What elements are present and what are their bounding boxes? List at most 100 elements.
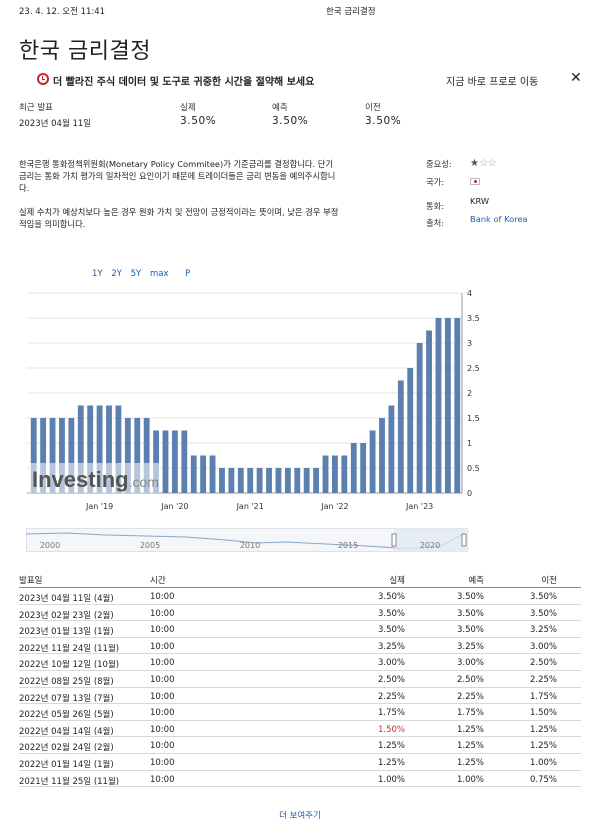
row-actual: 3.50% xyxy=(377,592,405,602)
chart-bar xyxy=(256,468,263,493)
chart-bar xyxy=(416,343,423,493)
chart-bar xyxy=(294,468,301,493)
description-paragraph: 한국은행 통화정책위원회(Monetary Policy Commitee)가 … xyxy=(19,159,336,193)
row-actual: 1.25% xyxy=(377,741,405,752)
row-actual: 1.50% xyxy=(377,724,405,735)
row-time: 10:00 xyxy=(150,674,175,685)
row-forecast: 3.50% xyxy=(456,625,484,636)
go-pro-link[interactable]: 지금 바로 프로로 이동 xyxy=(446,77,539,88)
navigator-year-label: 2005 xyxy=(140,541,160,550)
chart-bar xyxy=(30,418,37,493)
chart-bar xyxy=(228,468,235,493)
chart-bar xyxy=(171,430,178,493)
row-forecast: 2.50% xyxy=(456,674,484,685)
country-label: 국가: xyxy=(426,177,445,187)
y-tick-label: 1 xyxy=(467,439,472,448)
importance-label: 중요성: xyxy=(426,159,452,169)
table-row: 2022년 10월 12일 (10월) 10:00 3.00% 3.00% 2.50% xyxy=(19,654,581,671)
page-title: 한국 금리결정 xyxy=(19,39,151,64)
row-forecast: 1.75% xyxy=(456,708,484,719)
watermark-text: Investing.com xyxy=(32,467,159,492)
range-2y[interactable]: 2Y xyxy=(111,269,122,279)
row-date: 2022년 02월 24일 (2월) xyxy=(19,743,114,754)
navigator-right-handle xyxy=(461,533,467,547)
chart-bar xyxy=(350,443,357,493)
row-time: 10:00 xyxy=(150,724,175,735)
chart-bar xyxy=(435,318,442,493)
row-forecast: 3.25% xyxy=(456,641,484,652)
table-header: 발표일 시간 실제 예측 이전 xyxy=(19,572,581,588)
row-date: 2022년 07월 13일 (7월) xyxy=(19,693,114,704)
alarm-clock-icon xyxy=(37,73,49,85)
header-time: 시간 xyxy=(150,576,166,586)
history-table: 발표일 시간 실제 예측 이전 2023년 04월 11일 (4월) 10:00 3… xyxy=(19,572,581,788)
row-previous: 3.00% xyxy=(529,641,557,652)
range-1y[interactable]: 1Y xyxy=(92,269,103,279)
row-date: 2023년 01월 13일 (1월) xyxy=(19,627,114,638)
row-forecast: 1.25% xyxy=(456,741,484,752)
row-forecast: 3.50% xyxy=(456,608,484,619)
row-date: 2021년 11월 25일 (11월) xyxy=(19,776,120,787)
table-row: 2021년 11월 25일 (11월) 10:00 1.00% 1.00% 0.75% xyxy=(19,771,581,788)
y-tick-label: 0 xyxy=(467,489,472,498)
chart-bar xyxy=(322,455,329,493)
header-date: 발표일 xyxy=(19,576,43,586)
table-row: 2023년 01월 13일 (1월) 10:00 3.50% 3.50% 3.25% xyxy=(19,621,581,638)
chart-bar xyxy=(87,405,94,493)
row-previous: 3.50% xyxy=(529,592,557,602)
x-tick-label: Jan '21 xyxy=(236,502,264,511)
chart-bar xyxy=(59,418,65,493)
table-row: 2022년 07월 13일 (7월) 10:00 2.25% 2.25% 1.75% xyxy=(19,688,581,705)
chart-bar xyxy=(426,330,432,493)
range-p[interactable]: P xyxy=(185,269,191,279)
source-link[interactable]: Bank of Korea xyxy=(470,214,528,224)
currency-value: KRW xyxy=(470,196,490,206)
row-forecast: 2.25% xyxy=(456,691,484,702)
x-tick-label: Jan '20 xyxy=(160,502,188,511)
show-more-link[interactable]: 더 보여주기 xyxy=(279,811,321,821)
x-tick-label: Jan '19 xyxy=(85,502,113,511)
row-date: 2022년 04월 14일 (4월) xyxy=(19,726,114,737)
forecast-label: 예측 xyxy=(272,103,288,113)
chart-bar xyxy=(153,430,159,493)
print-title: 한국 금리결정 xyxy=(326,7,376,17)
row-time: 10:00 xyxy=(150,691,175,702)
header-previous: 이전 xyxy=(541,576,557,586)
chart-navigator[interactable]: 2000 2005 2010 2015 2020 xyxy=(26,528,468,552)
y-tick-label: 0.5 xyxy=(467,464,480,473)
close-icon[interactable]: ✕ xyxy=(570,70,582,86)
chart-bar xyxy=(200,455,207,493)
row-previous: 1.50% xyxy=(529,708,557,719)
chart-bar xyxy=(40,418,47,493)
table-body: 2023년 04월 11일 (4월) 10:00 3.50% 3.50% 3.50% 20… xyxy=(19,588,581,788)
range-max[interactable]: max xyxy=(149,269,169,279)
promo-banner: 더 빨라진 주식 데이터 및 도구로 귀중한 시간을 절약해 보세요 지금 바로… xyxy=(0,70,600,90)
row-date: 2022년 01월 14일 (1월) xyxy=(19,759,114,770)
previous-label: 이전 xyxy=(365,103,381,113)
chart-bar xyxy=(106,405,112,493)
row-forecast: 3.50% xyxy=(456,592,484,602)
x-tick-label: Jan '23 xyxy=(405,502,433,511)
row-actual: 3.25% xyxy=(377,641,405,652)
row-previous: 1.25% xyxy=(529,724,557,735)
table-row: 2022년 01월 14일 (1월) 10:00 1.25% 1.25% 1.00% xyxy=(19,754,581,771)
star-empty-icon: ☆ xyxy=(478,158,488,169)
chart-bar xyxy=(134,418,141,493)
star-empty-icon: ☆ xyxy=(487,158,497,169)
chart-bar xyxy=(388,405,395,493)
row-actual: 1.75% xyxy=(377,708,405,719)
row-actual: 3.00% xyxy=(377,658,405,669)
row-actual: 2.25% xyxy=(377,691,405,702)
previous-value: 3.50% xyxy=(365,115,402,127)
chart-bar xyxy=(68,418,75,493)
row-time: 10:00 xyxy=(150,774,175,785)
investing-watermark: Investing.com xyxy=(29,463,159,493)
summary-panel: 최근 발표 2023년 04월 11일 실제 3.50% 예측 3.50% 이전… xyxy=(0,101,600,131)
range-5y[interactable]: 5Y xyxy=(130,269,142,279)
actual-value: 3.50% xyxy=(180,115,217,127)
y-tick-label: 2.5 xyxy=(467,364,480,373)
chart-bar xyxy=(369,430,376,493)
table-row: 2022년 04월 14일 (4월) 10:00 1.50% 1.25% 1.25% xyxy=(19,721,581,738)
row-previous: 1.75% xyxy=(529,691,557,702)
row-date: 2022년 10월 12일 (10월) xyxy=(19,660,120,671)
